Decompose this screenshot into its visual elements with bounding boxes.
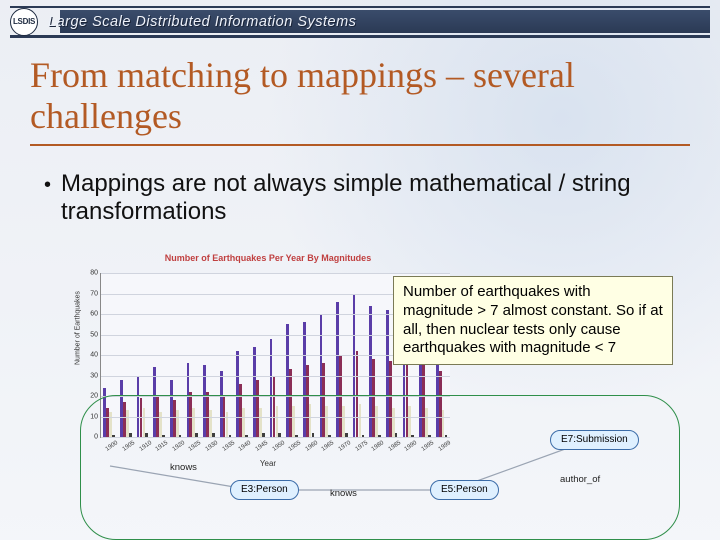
header-title: Large Scale Distributed Information Syst… [48, 14, 356, 30]
graph-fragment: E3:Person E5:Person E7:Submission knows know… [120, 430, 680, 530]
slide-bullet: • Mappings are not always simple mathema… [44, 170, 680, 226]
annotation-note: Number of earthquakes with magnitude > 7… [393, 276, 673, 365]
grid-line [101, 376, 450, 377]
grid-line [101, 273, 450, 274]
y-tick-label: 20 [90, 393, 98, 400]
graph-node: E7:Submission [550, 430, 639, 450]
y-tick-label: 60 [90, 311, 98, 318]
org-abbrev: LSDIS [13, 17, 35, 26]
bullet-text: Mappings are not always simple mathemati… [61, 170, 680, 226]
slide-header: LSDIS Large Scale Distributed Informatio… [10, 6, 710, 38]
chart-y-label: Number of Earthquakes [75, 291, 82, 365]
bullet-dot-icon: • [44, 170, 51, 226]
graph-node: E3:Person [230, 480, 299, 500]
slide-title: From matching to mappings – several chal… [30, 55, 690, 146]
graph-edge-label: knows [170, 462, 197, 473]
graph-edge-label: author_of [560, 474, 600, 485]
y-tick-label: 40 [90, 352, 98, 359]
graph-node: E5:Person [430, 480, 499, 500]
y-tick-label: 80 [90, 270, 98, 277]
org-logo: LSDIS [10, 8, 38, 36]
y-tick-label: 50 [90, 331, 98, 338]
chart-title: Number of Earthquakes Per Year By Magnit… [82, 253, 454, 263]
y-tick-label: 30 [90, 372, 98, 379]
graph-edge-label: knows [330, 488, 357, 499]
y-tick-label: 70 [90, 290, 98, 297]
